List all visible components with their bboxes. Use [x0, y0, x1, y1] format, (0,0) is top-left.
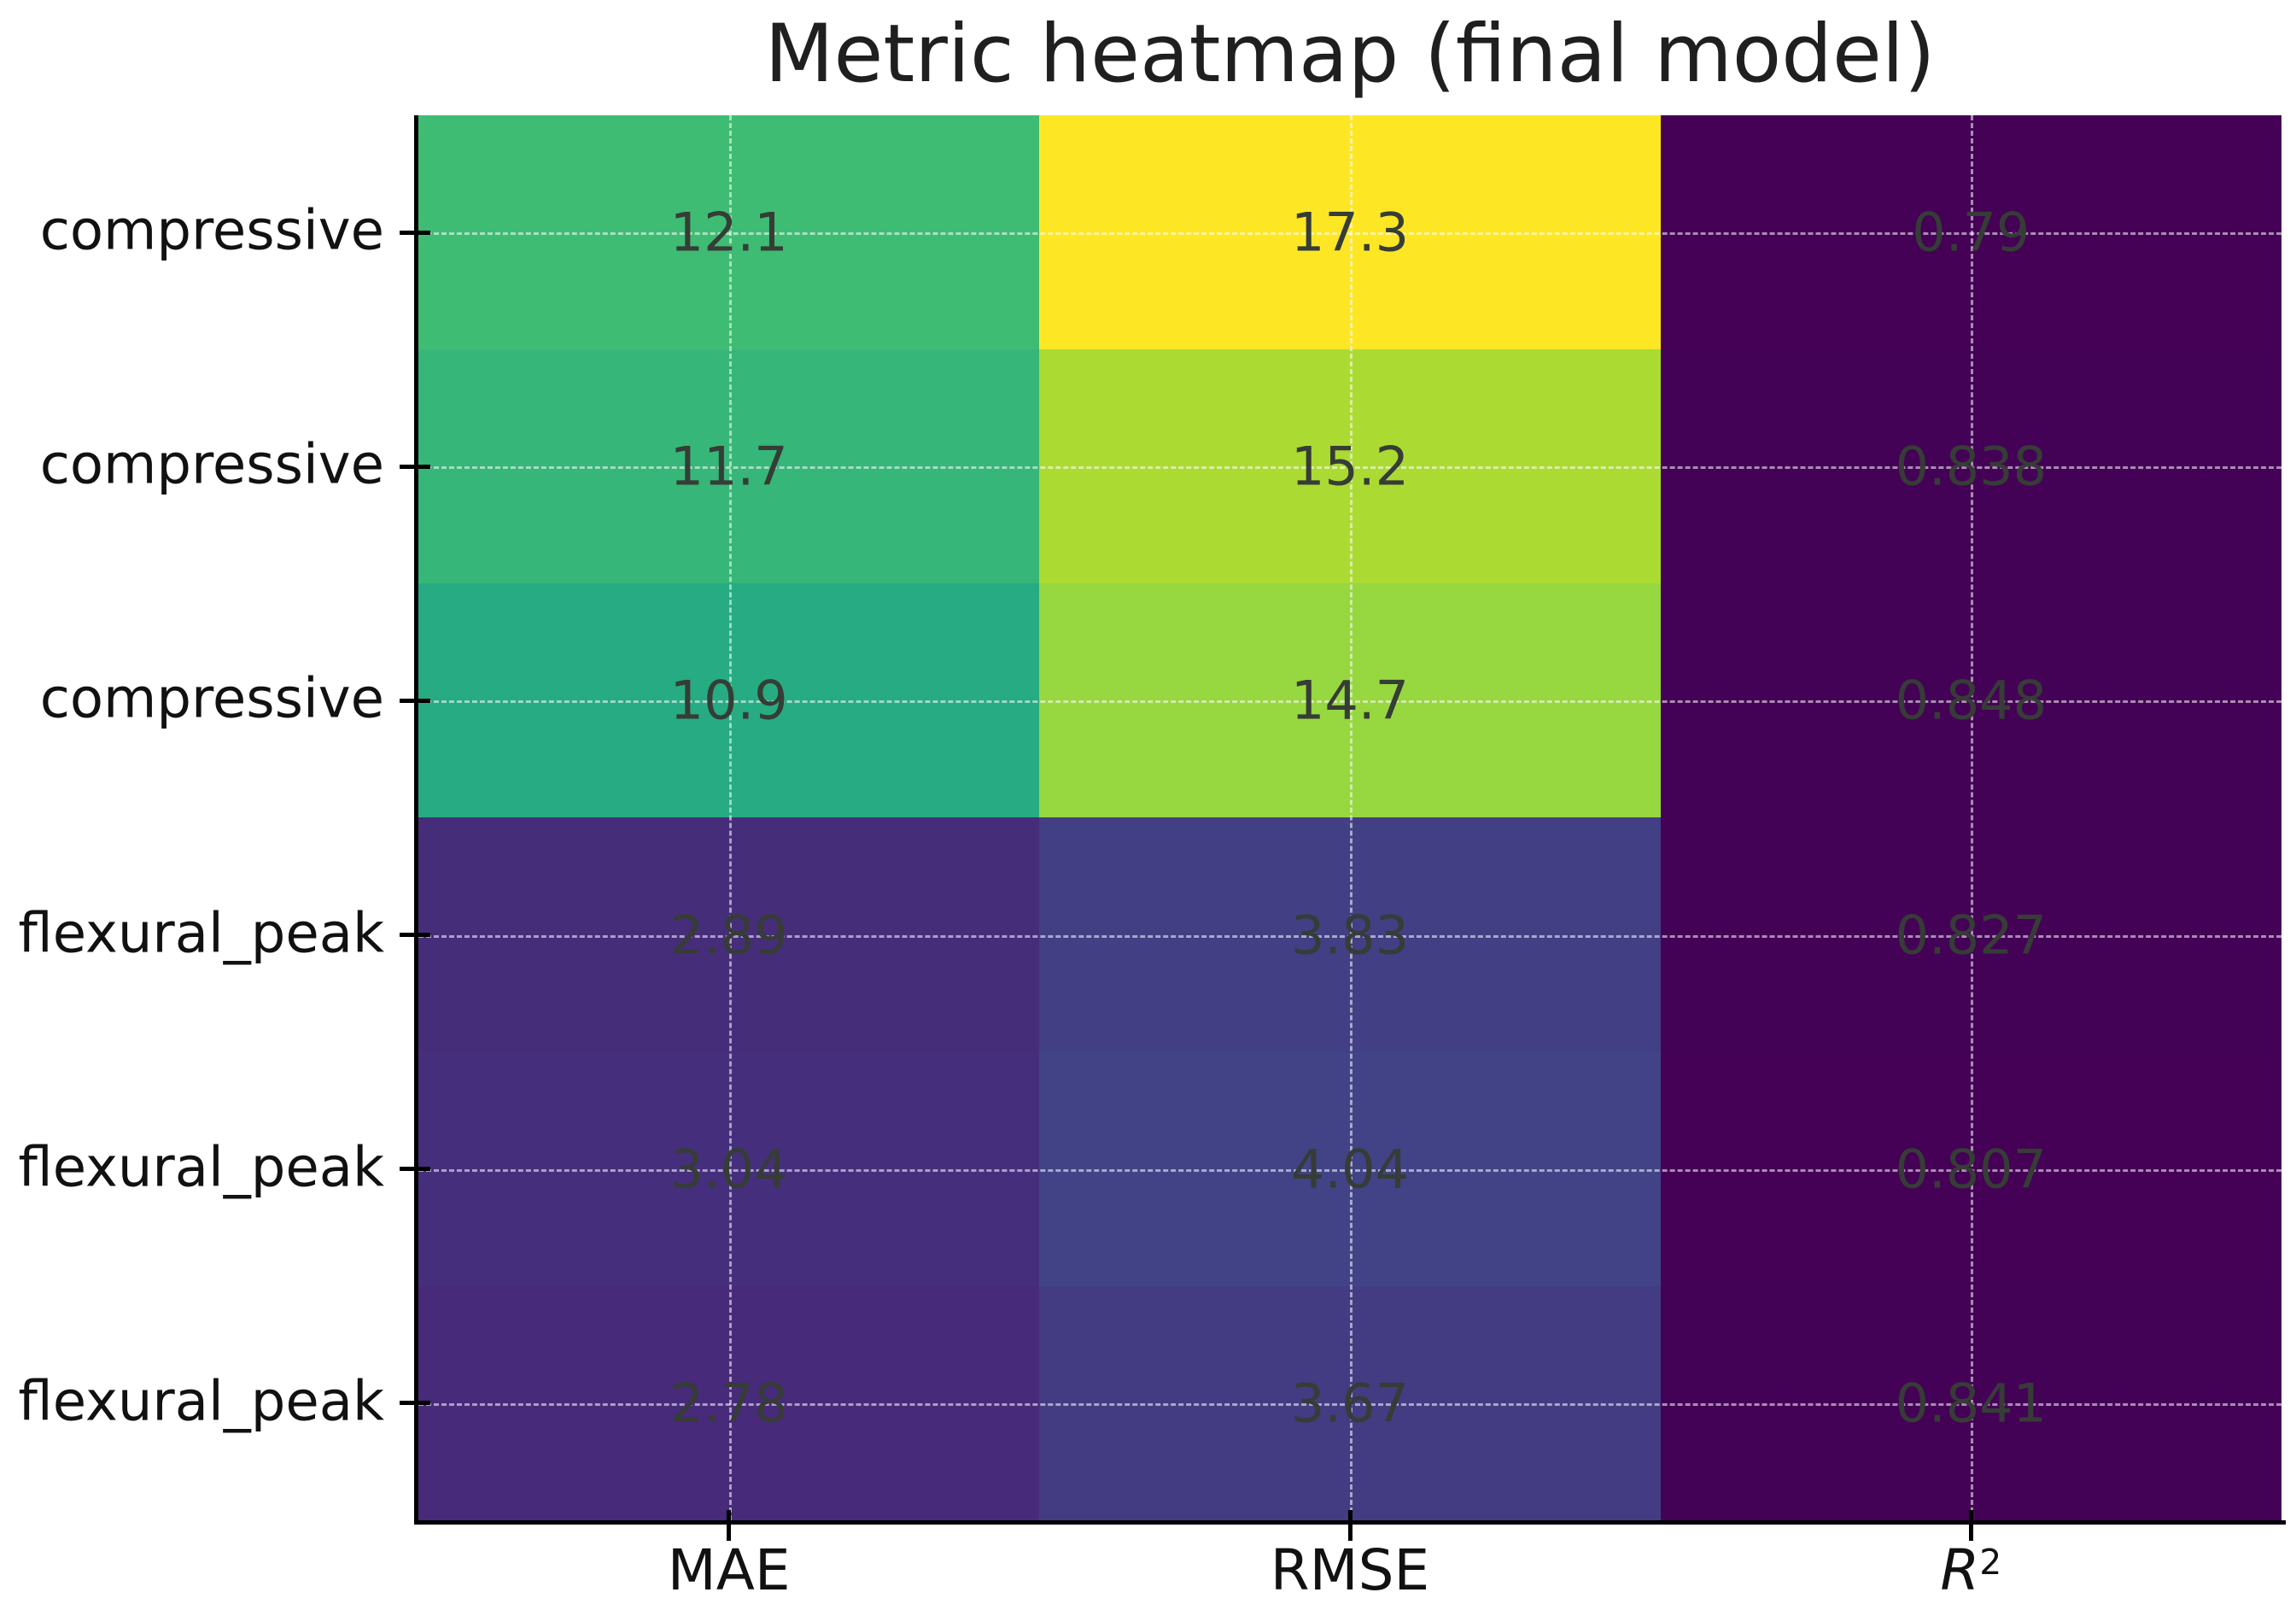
heatmap-cell [1660, 1285, 2281, 1520]
heatmap-cell [418, 583, 1040, 818]
y-axis-tick [400, 1401, 430, 1406]
y-axis-tick [400, 698, 430, 703]
heatmap-cell [1039, 1051, 1661, 1286]
y-axis-tick-label: compressive [39, 667, 384, 731]
heatmap-grid [418, 115, 2281, 1520]
y-axis-tick [400, 1167, 430, 1172]
x-axis-tick [727, 1510, 732, 1541]
x-axis-tick [1347, 1510, 1352, 1541]
heatmap-cell [1660, 115, 2281, 350]
y-axis-tick-label: compressive [39, 199, 384, 263]
heatmap-cell [1660, 1051, 2281, 1286]
heatmap-plot-area: 12.1 17.3 0.79 11.7 15.2 0.838 10.9 14.7 0.848 2.… [418, 115, 2281, 1520]
heatmap-cell [1660, 349, 2281, 584]
x-axis-label-text: R [1940, 1537, 1980, 1603]
y-axis-tick-label: flexural_peak [18, 902, 384, 966]
x-axis-tick-label: RMSE [1271, 1537, 1429, 1603]
heatmap-cell [1039, 1285, 1661, 1520]
heatmap-cell [418, 115, 1040, 350]
heatmap-cell [418, 1285, 1040, 1520]
heatmap-cell [1039, 349, 1661, 584]
x-axis-label-text: RMSE [1270, 1537, 1430, 1603]
y-axis-tick [400, 933, 430, 938]
y-axis-tick-label: compressive [39, 433, 384, 497]
x-axis-tick-label: R2 [1940, 1537, 2001, 1603]
y-axis-spine [414, 115, 418, 1525]
heatmap-cell [1039, 115, 1661, 350]
chart-title: Metric heatmap (final model) [764, 8, 1936, 101]
x-axis-tick-label: MAE [668, 1537, 791, 1603]
heatmap-cell [418, 1051, 1040, 1286]
x-axis-label-superscript: 2 [1979, 1541, 2002, 1583]
x-axis-tick [1968, 1510, 1973, 1541]
heatmap-cell [418, 349, 1040, 584]
heatmap-cell [1039, 583, 1661, 818]
y-axis-tick [400, 464, 430, 469]
heatmap-cell [418, 817, 1040, 1052]
y-axis-tick-label: flexural_peak [18, 1370, 384, 1434]
y-axis-tick [400, 230, 430, 235]
heatmap-cell [1039, 817, 1661, 1052]
heatmap-cell [1660, 817, 2281, 1052]
y-axis-tick-label: flexural_peak [18, 1136, 384, 1200]
x-axis-label-text: MAE [667, 1537, 791, 1603]
heatmap-cell [1660, 583, 2281, 818]
